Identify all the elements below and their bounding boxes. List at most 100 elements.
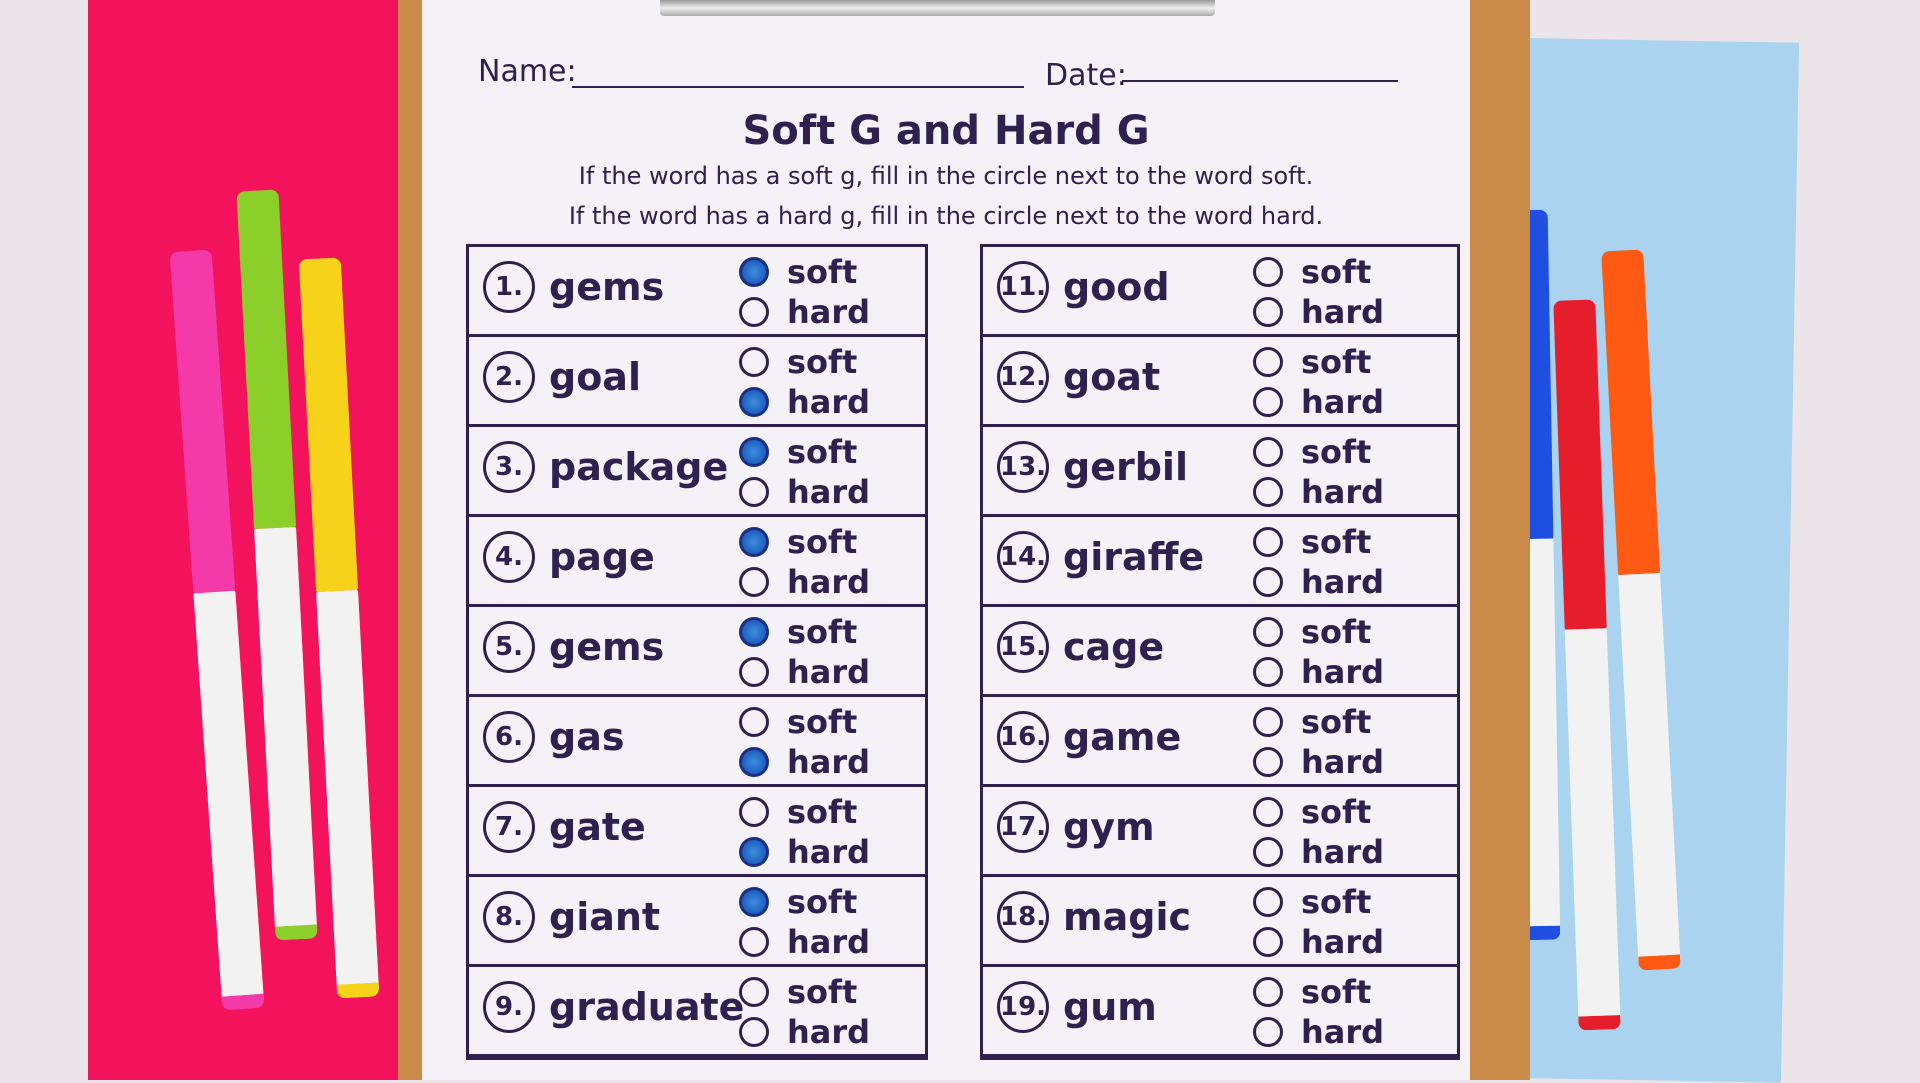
soft-radio-circle[interactable] [739,437,769,467]
soft-label: soft [1301,793,1372,831]
option-soft[interactable]: soft [739,523,857,561]
hard-radio-circle[interactable] [1253,477,1283,507]
soft-radio-circle[interactable] [739,527,769,557]
option-hard[interactable]: hard [739,743,870,781]
soft-label: soft [1301,253,1372,291]
name-label: Name: [478,54,577,89]
soft-radio-circle[interactable] [739,887,769,917]
hard-radio-circle[interactable] [739,837,769,867]
option-hard[interactable]: hard [739,473,870,511]
option-hard[interactable]: hard [739,293,870,331]
option-hard[interactable]: hard [1253,833,1384,871]
question-word: gerbil [1063,445,1188,489]
option-soft[interactable]: soft [1253,793,1371,831]
option-soft[interactable]: soft [739,253,857,291]
instruction-hard: If the word has a hard g, fill in the ci… [568,202,1324,230]
soft-radio-circle[interactable] [739,977,769,1007]
soft-radio-circle[interactable] [739,617,769,647]
soft-radio-circle[interactable] [1253,527,1283,557]
hard-label: hard [787,1013,871,1051]
hard-radio-circle[interactable] [1253,747,1283,777]
question-word: gems [549,625,665,669]
question-row: 11. good soft hard [983,247,1457,337]
option-soft[interactable]: soft [1253,883,1371,921]
option-soft[interactable]: soft [739,343,857,381]
option-hard[interactable]: hard [1253,563,1384,601]
hard-label: hard [1301,563,1385,601]
soft-radio-circle[interactable] [739,797,769,827]
soft-radio-circle[interactable] [1253,437,1283,467]
soft-label: soft [787,613,858,651]
question-word: giant [549,895,661,939]
option-soft[interactable]: soft [1253,523,1371,561]
option-hard[interactable]: hard [1253,743,1384,781]
hard-radio-circle[interactable] [1253,297,1283,327]
question-number: 5. [483,621,535,673]
soft-radio-circle[interactable] [1253,887,1283,917]
date-line [1122,80,1398,82]
hard-radio-circle[interactable] [1253,1017,1283,1047]
question-word: game [1063,715,1182,759]
hard-radio-circle[interactable] [739,927,769,957]
hard-radio-circle[interactable] [1253,927,1283,957]
hard-radio-circle[interactable] [739,567,769,597]
hard-radio-circle[interactable] [1253,837,1283,867]
option-soft[interactable]: soft [1253,973,1371,1011]
soft-radio-circle[interactable] [739,257,769,287]
soft-radio-circle[interactable] [1253,257,1283,287]
hard-radio-circle[interactable] [739,747,769,777]
option-soft[interactable]: soft [739,433,857,471]
option-hard[interactable]: hard [1253,1013,1384,1051]
option-soft[interactable]: soft [739,703,857,741]
hard-radio-circle[interactable] [739,387,769,417]
hard-radio-circle[interactable] [739,297,769,327]
soft-radio-circle[interactable] [739,347,769,377]
hard-label: hard [787,923,871,961]
hard-radio-circle[interactable] [1253,567,1283,597]
question-number: 19. [997,981,1049,1033]
soft-radio-circle[interactable] [1253,797,1283,827]
option-hard[interactable]: hard [739,1013,870,1051]
hard-label: hard [787,563,871,601]
option-soft[interactable]: soft [1253,253,1371,291]
option-soft[interactable]: soft [739,973,857,1011]
question-row: 16. game soft hard [983,697,1457,787]
hard-radio-circle[interactable] [739,477,769,507]
question-row: 4. page soft hard [469,517,925,607]
hard-label: hard [1301,653,1385,691]
hard-label: hard [1301,743,1385,781]
option-soft[interactable]: soft [1253,343,1371,381]
question-word: magic [1063,895,1191,939]
option-soft[interactable]: soft [1253,433,1371,471]
option-hard[interactable]: hard [739,653,870,691]
option-hard[interactable]: hard [1253,923,1384,961]
hard-radio-circle[interactable] [739,1017,769,1047]
option-soft[interactable]: soft [739,793,857,831]
hard-radio-circle[interactable] [1253,387,1283,417]
worksheet-paper [422,0,1470,1080]
question-number: 6. [483,711,535,763]
hard-radio-circle[interactable] [1253,657,1283,687]
soft-radio-circle[interactable] [1253,707,1283,737]
date-label: Date: [1045,58,1127,93]
option-hard[interactable]: hard [739,833,870,871]
soft-radio-circle[interactable] [1253,347,1283,377]
option-soft[interactable]: soft [739,883,857,921]
option-soft[interactable]: soft [1253,703,1371,741]
option-hard[interactable]: hard [739,383,870,421]
option-hard[interactable]: hard [1253,473,1384,511]
question-row: 19. gum soft hard [983,967,1457,1057]
option-hard[interactable]: hard [1253,293,1384,331]
option-hard[interactable]: hard [1253,383,1384,421]
option-hard[interactable]: hard [739,563,870,601]
option-hard[interactable]: hard [739,923,870,961]
hard-radio-circle[interactable] [739,657,769,687]
option-soft[interactable]: soft [739,613,857,651]
option-soft[interactable]: soft [1253,613,1371,651]
option-hard[interactable]: hard [1253,653,1384,691]
soft-radio-circle[interactable] [1253,617,1283,647]
soft-radio-circle[interactable] [1253,977,1283,1007]
hard-label: hard [1301,1013,1385,1051]
soft-radio-circle[interactable] [739,707,769,737]
right-question-table: 11. good soft hard 12. goat soft hard 13. gerbil s… [980,244,1460,1060]
